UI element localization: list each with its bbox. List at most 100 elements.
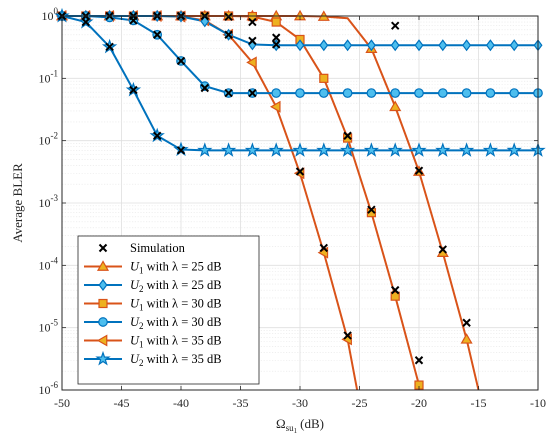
legend-entry-6: U2 with λ = 35 dB bbox=[84, 350, 222, 368]
series-point bbox=[389, 100, 402, 112]
series-point bbox=[247, 11, 257, 22]
x-tick-label: -45 bbox=[114, 396, 130, 410]
y-axis-label: Average BLER bbox=[10, 163, 25, 243]
series-point bbox=[366, 39, 376, 52]
series-point bbox=[244, 142, 261, 157]
series-point bbox=[295, 88, 305, 98]
legend-label: U2 with λ = 35 dB bbox=[130, 352, 222, 368]
simulation-point bbox=[224, 30, 233, 39]
series-point bbox=[485, 88, 496, 98]
y-tick-labels: 100 10-1 10-2 10-3 10-4 10-5 10-6 bbox=[39, 6, 59, 397]
simulation-point bbox=[200, 83, 210, 93]
simulation-point bbox=[438, 245, 448, 254]
series-point bbox=[319, 73, 329, 83]
simulation-point bbox=[414, 166, 424, 175]
y-tick-label: 10-2 bbox=[39, 131, 59, 148]
legend-swatch bbox=[98, 243, 108, 253]
x-tick-label: -20 bbox=[411, 396, 427, 410]
x-tick-label: -30 bbox=[292, 396, 308, 410]
series-point bbox=[509, 39, 519, 52]
series-point bbox=[506, 142, 522, 157]
series-point bbox=[411, 142, 427, 157]
simulation-point bbox=[224, 12, 233, 22]
legend-label: U2 with λ = 30 dB bbox=[130, 315, 222, 331]
simulation-point bbox=[271, 33, 281, 42]
simulation-point bbox=[343, 331, 352, 340]
series-point bbox=[366, 88, 377, 98]
x-axis-label-sub: su bbox=[286, 423, 295, 433]
legend-label: U1 with λ = 30 dB bbox=[130, 297, 222, 313]
series-point bbox=[460, 333, 473, 344]
x-tick-label: -15 bbox=[471, 396, 487, 410]
series-point bbox=[342, 88, 353, 98]
series-point bbox=[363, 142, 380, 157]
x-tick-label: -40 bbox=[173, 396, 189, 410]
y-tick-label: 10-6 bbox=[39, 380, 59, 397]
simulation-point bbox=[271, 40, 281, 49]
series-point bbox=[414, 39, 424, 52]
x-axis-label-subsub: 1 bbox=[294, 427, 298, 435]
x-axis-label-unit: (dB) bbox=[300, 416, 324, 431]
series-point bbox=[343, 133, 353, 143]
legend-swatch-marker bbox=[98, 279, 108, 291]
legend-swatch-marker bbox=[96, 260, 110, 271]
series-point bbox=[271, 88, 282, 98]
legend-swatch-marker bbox=[98, 298, 108, 309]
simulation-point bbox=[462, 318, 471, 327]
simulation-point bbox=[367, 205, 376, 214]
x-tick-labels: -50 -45 -40 -35 -30 -25 -20 -15 -10 bbox=[54, 396, 546, 410]
x-axis-label-symbol: Ω bbox=[276, 416, 286, 431]
series-point bbox=[271, 17, 281, 27]
simulation-point bbox=[152, 30, 162, 39]
legend-label: U1 with λ = 35 dB bbox=[130, 334, 222, 350]
simulation-point bbox=[248, 88, 257, 98]
series-point bbox=[390, 88, 401, 98]
legend-swatch-marker bbox=[95, 350, 111, 366]
legend-swatch-marker bbox=[96, 334, 108, 347]
x-tick-label: -50 bbox=[54, 396, 70, 410]
series-point bbox=[485, 39, 495, 52]
legend: Simulation U1 with λ = 25 dB U2 with λ = 2… bbox=[77, 235, 260, 385]
series-point bbox=[435, 142, 451, 157]
series-point bbox=[316, 142, 332, 157]
simulation-point bbox=[129, 85, 138, 95]
simulation-point bbox=[129, 16, 138, 25]
simulation-point bbox=[343, 131, 352, 140]
series-point bbox=[438, 39, 448, 52]
series-point bbox=[268, 142, 284, 157]
simulation-point bbox=[319, 243, 329, 253]
series-point bbox=[197, 142, 213, 157]
y-tick-label: 10-3 bbox=[39, 193, 59, 210]
series-point bbox=[339, 142, 356, 157]
legend-entry-2: U2 with λ = 25 dB bbox=[84, 278, 222, 294]
series-point bbox=[390, 39, 400, 52]
simulation-point bbox=[176, 146, 186, 155]
y-tick-label: 10-1 bbox=[39, 68, 59, 85]
simulation-point bbox=[414, 356, 424, 365]
legend-label: Simulation bbox=[130, 241, 186, 255]
series-point bbox=[220, 142, 237, 157]
series-point bbox=[509, 88, 520, 98]
series-point bbox=[437, 88, 448, 98]
simulation-markers bbox=[57, 11, 471, 365]
legend-entry-1: U1 with λ = 25 dB bbox=[84, 260, 222, 276]
series-point bbox=[295, 39, 305, 52]
legend-entry-3: U1 with λ = 30 dB bbox=[84, 297, 222, 313]
series-point bbox=[199, 81, 210, 91]
simulation-point bbox=[295, 167, 305, 176]
legend-entry-5: U1 with λ = 35 dB bbox=[84, 334, 222, 350]
series-point bbox=[461, 88, 472, 98]
simulation-point bbox=[224, 88, 233, 98]
simulation-point bbox=[105, 42, 114, 52]
legend-label: U2 with λ = 25 dB bbox=[130, 278, 222, 294]
simulation-point bbox=[390, 285, 400, 295]
simulation-point bbox=[152, 131, 162, 140]
series-point bbox=[462, 39, 472, 52]
x-tick-label: -35 bbox=[233, 396, 249, 410]
y-tick-label: 100 bbox=[42, 6, 59, 23]
simulation-point bbox=[248, 36, 257, 46]
y-tick-label: 10-5 bbox=[39, 318, 59, 335]
axis-ticks bbox=[61, 15, 539, 391]
simulation-point bbox=[390, 21, 400, 30]
